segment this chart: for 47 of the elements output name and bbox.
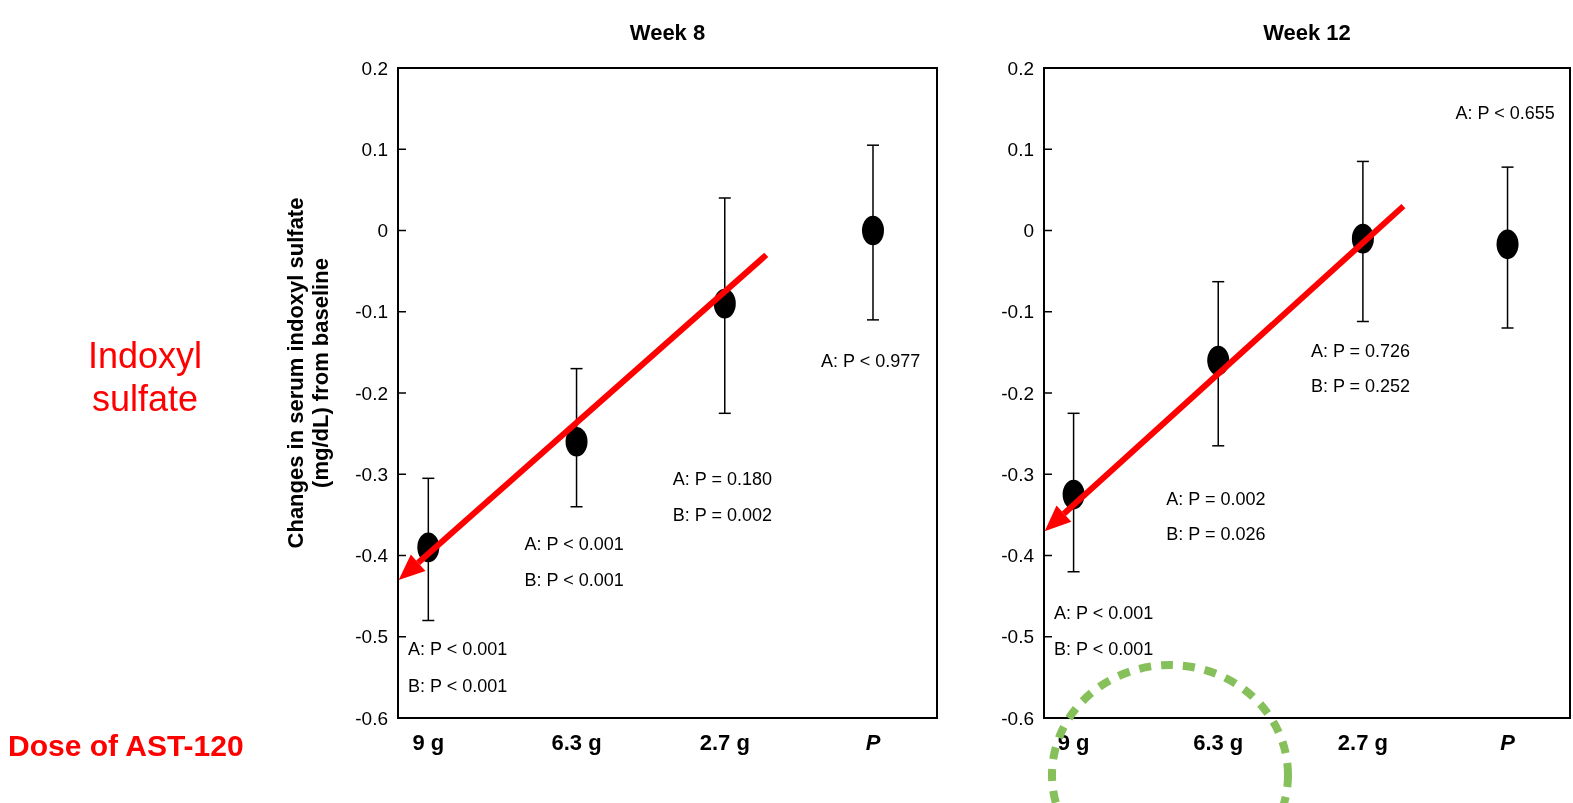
- annotation: B: P < 0.001: [524, 570, 624, 591]
- annotation: A: P = 0.726: [1310, 341, 1411, 362]
- y-tick-label: -0.4: [1001, 545, 1035, 567]
- y-tick-label: -0.2: [1001, 382, 1034, 404]
- y-tick-label: 0.2: [361, 57, 388, 79]
- y-tick-label: -0.4: [355, 545, 389, 567]
- y-tick-label: -0.6: [355, 707, 388, 729]
- y-tick-label: -0.1: [355, 301, 388, 323]
- y-tick-label: 0: [377, 220, 388, 242]
- x-tick-label: 6.3 g: [551, 730, 602, 755]
- x-tick-label: 9 g: [412, 730, 445, 755]
- annotation: A: P = 0.002: [1166, 488, 1266, 509]
- annotation: A: P < 0.001: [408, 639, 508, 660]
- y-tick-label: -0.6: [1001, 707, 1034, 729]
- y-tick-label: -0.2: [355, 382, 388, 404]
- point: [861, 215, 884, 246]
- y-tick-label: -0.3: [355, 463, 388, 485]
- y-tick-label: -0.5: [355, 626, 388, 648]
- y-tick-label: -0.1: [1001, 301, 1034, 323]
- y-axis-title: Changes in serum indoxyl sulfate (mg/dL) from baseline: [283, 197, 334, 549]
- y-tick-label: -0.3: [1001, 463, 1034, 485]
- annotation: A: P < 0.001: [524, 533, 624, 554]
- annotation: B: P = 0.026: [1166, 523, 1266, 544]
- annotation: A: P < 0.655: [1455, 102, 1555, 123]
- y-tick-label: 0.1: [1007, 138, 1034, 160]
- y-tick-label: 0.2: [1007, 57, 1034, 79]
- y-tick-label: 0: [1023, 220, 1034, 242]
- annotation: A: P = 0.180: [672, 468, 773, 489]
- annotation: B: P < 0.001: [408, 675, 508, 696]
- annotation: A: P < 0.977: [820, 350, 921, 371]
- chart-title: Week 8: [629, 20, 706, 45]
- x-tick-label: 2.7 g: [699, 730, 750, 755]
- annotation: B: P = 0.252: [1310, 375, 1411, 396]
- point: [565, 426, 588, 457]
- text: Indoxyl sulfate: [87, 335, 203, 420]
- chart-title: Week 12: [1263, 20, 1351, 45]
- x-tick-label: 6.3 g: [1193, 730, 1244, 755]
- y-tick-label: -0.5: [1001, 626, 1034, 648]
- text: Dose of AST-120: [8, 729, 244, 762]
- annotation: B: P = 0.002: [672, 505, 773, 526]
- annotation: A: P < 0.001: [1054, 602, 1154, 623]
- x-tick-label: P: [1500, 730, 1516, 755]
- x-tick-label: 2.7 g: [1337, 730, 1388, 755]
- point: [1496, 229, 1519, 260]
- annotation: B: P < 0.001: [1054, 639, 1154, 660]
- x-tick-label: P: [865, 730, 881, 755]
- y-tick-label: 0.1: [361, 138, 388, 160]
